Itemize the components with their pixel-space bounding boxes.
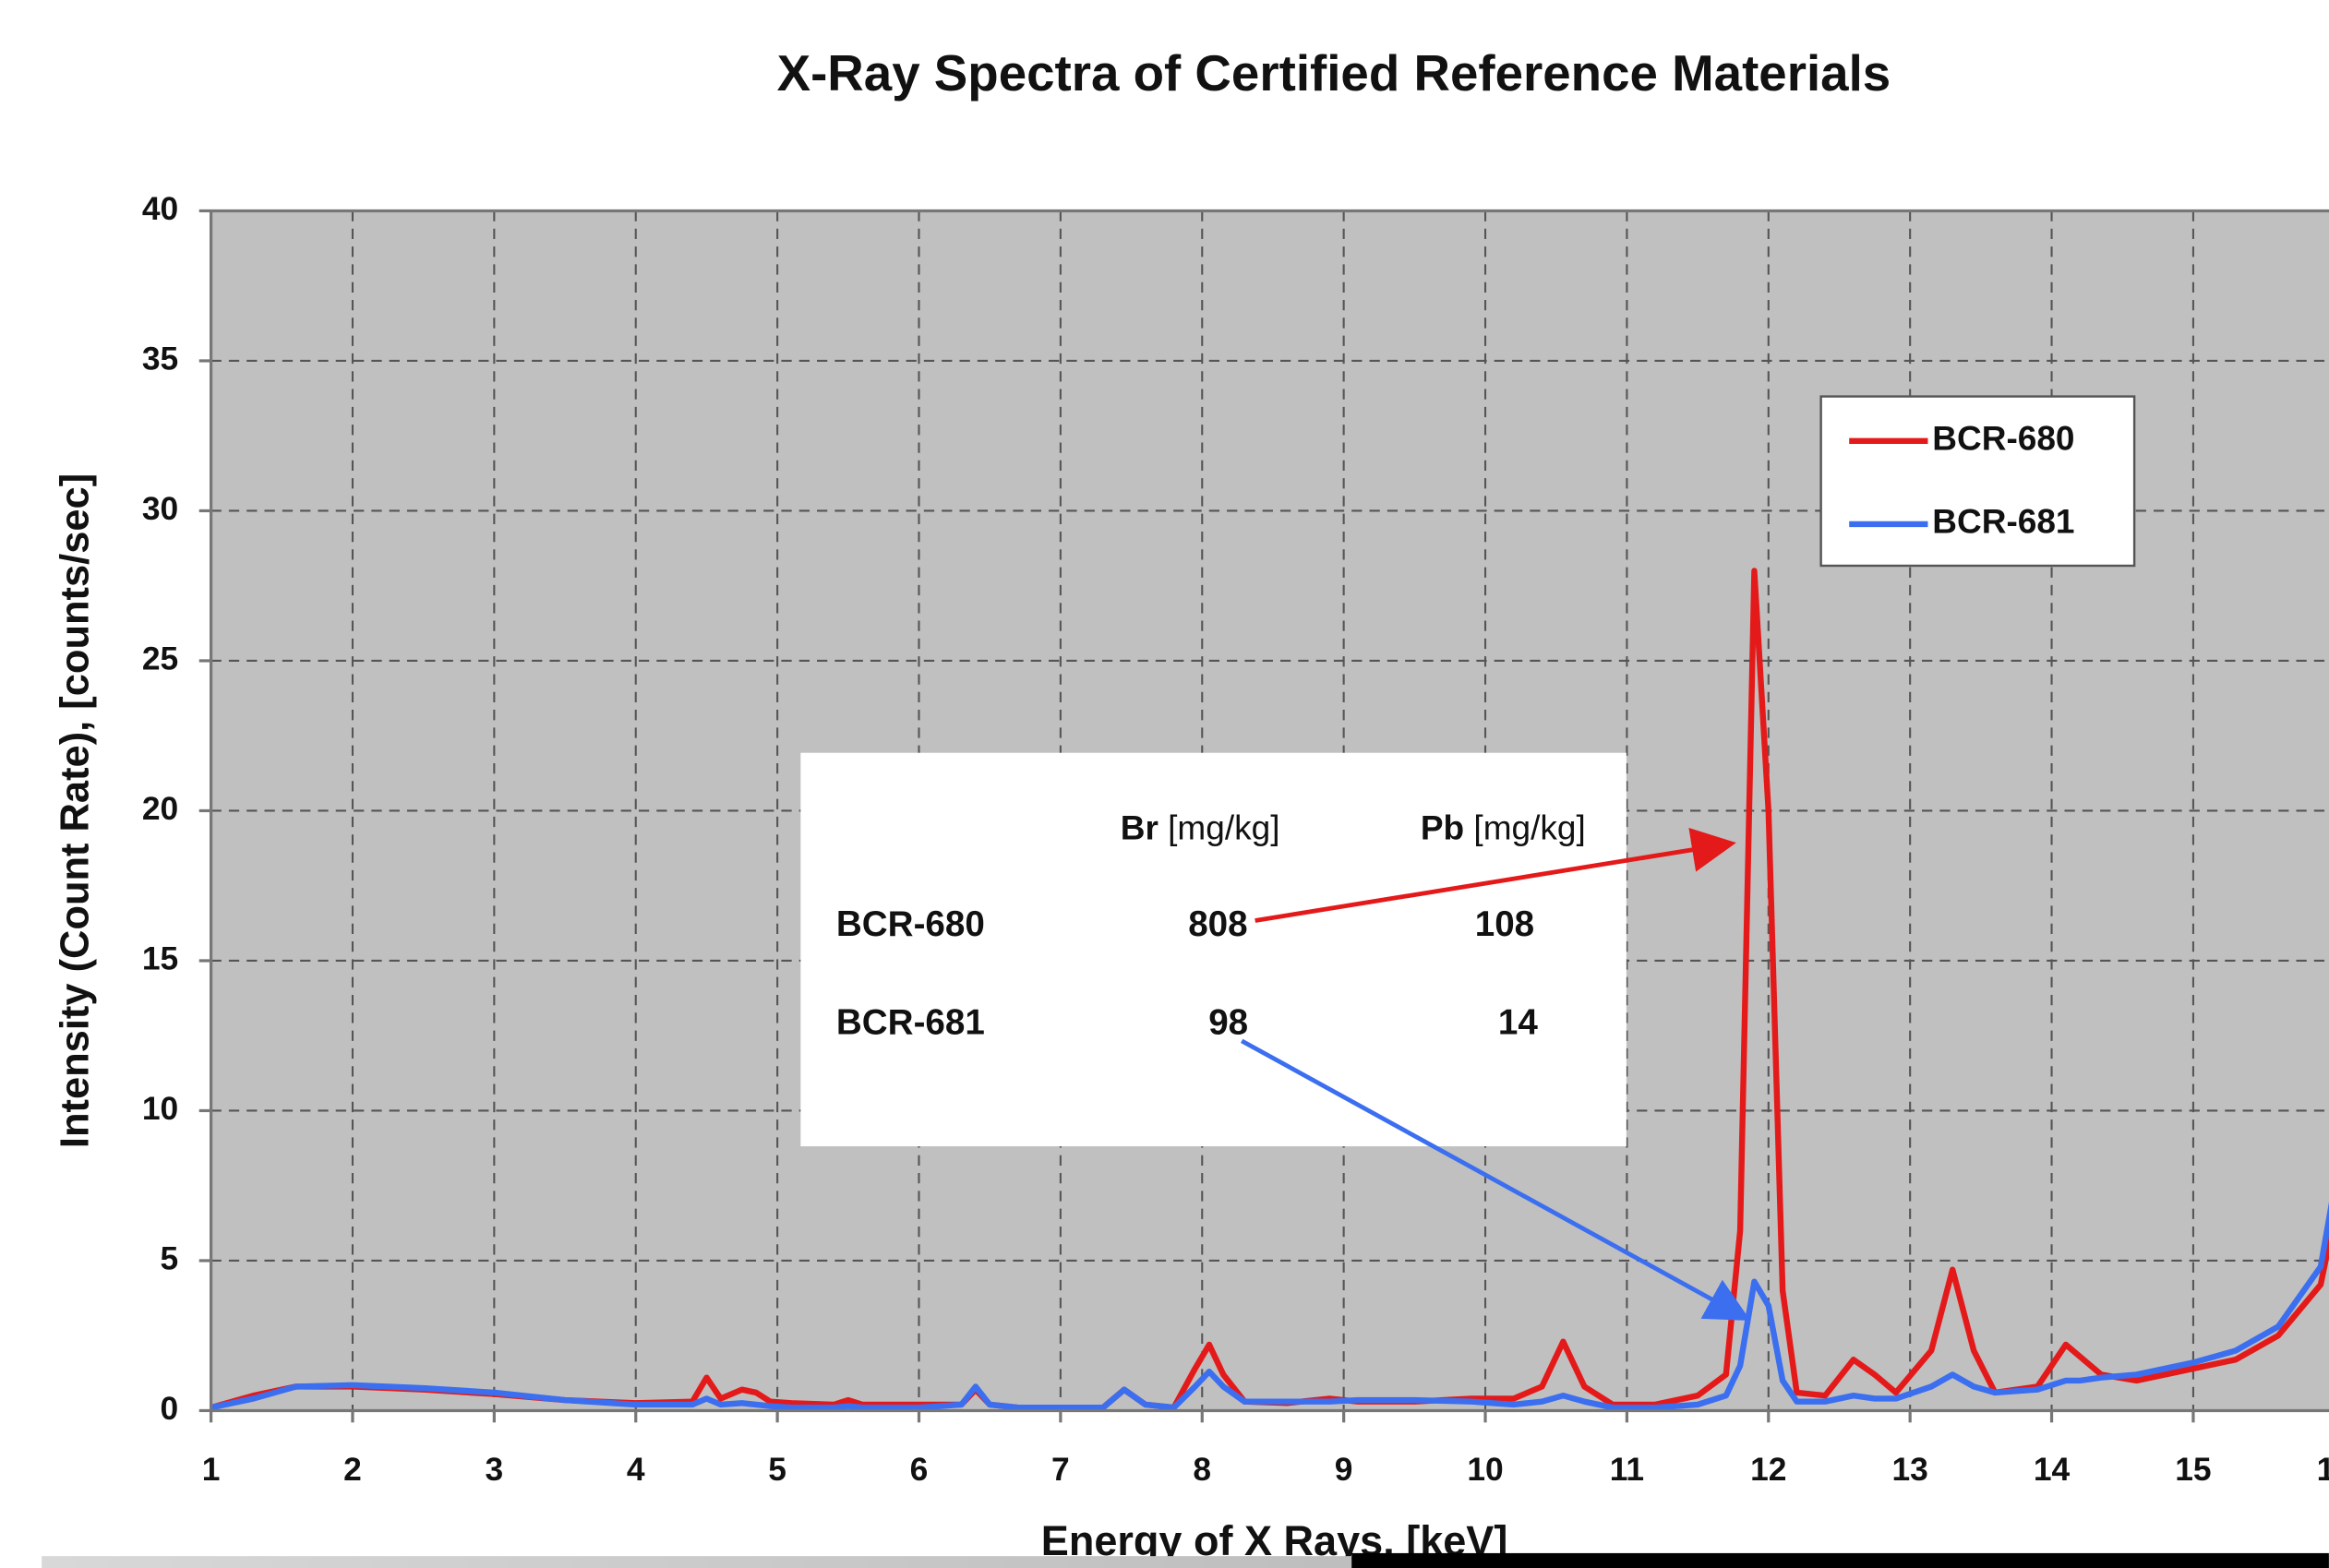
x-tick-label: 11 [1610,1452,1644,1488]
x-tick-label: 16 [2317,1452,2329,1488]
y-tick-label: 30 [142,491,178,527]
header-unit: [mg/kg] [1473,808,1585,846]
x-tick-label: 2 [343,1452,362,1488]
x-tick-label: 5 [768,1452,786,1488]
chart-title: X-Ray Spectra of Certified Reference Mat… [777,44,1891,102]
legend: BCR-680 BCR-681 [1819,395,2136,568]
legend-box [1819,395,2136,568]
table-cell: 108 [1475,904,1534,944]
header-element: Pb [1421,808,1464,846]
table-header: Pb [mg/kg] [1421,808,1586,846]
table-cell: 14 [1498,1002,1538,1042]
y-axis-title: Intensity (Count Rate), [counts/sec] [53,473,97,1148]
inset-box [800,752,1627,1147]
table-cell: BCR-681 [836,1002,985,1042]
table-cell: BCR-680 [836,904,985,944]
table-cell: 808 [1188,904,1247,944]
series-line [210,1202,2329,1411]
x-tick-label: 7 [1051,1452,1070,1488]
table-cell: 98 [1208,1002,1248,1042]
x-tick-label: 4 [627,1452,645,1488]
y-tick-label: 25 [142,640,178,676]
x-tick-label: 13 [1891,1452,1927,1488]
y-tick-label: 0 [161,1391,179,1427]
inset-table: Br [mg/kg] Pb [mg/kg] BCR-680 808 108 BC… [800,752,1627,1147]
screen-strip [1351,1552,2329,1568]
x-tick-label: 14 [2034,1452,2071,1488]
y-tick-label: 35 [142,341,178,377]
x-tick-label: 1 [202,1452,221,1488]
x-tick-label: 8 [1193,1452,1211,1488]
table-header: Br [mg/kg] [1121,808,1280,846]
x-tick-label: 10 [1467,1452,1503,1488]
series-lines [210,568,2329,1411]
y-tick-label: 40 [142,191,178,227]
arrow [1255,827,1736,923]
x-tick-label: 3 [486,1452,504,1488]
header-unit: [mg/kg] [1168,808,1279,846]
y-tick-label: 10 [142,1091,178,1127]
header-element: Br [1121,808,1158,846]
y-tick-label: 20 [142,791,178,827]
legend-label: BCR-680 [1932,420,2074,458]
x-tick-label: 9 [1335,1452,1353,1488]
y-tick-label: 15 [142,940,178,976]
x-tick-label: 6 [910,1452,929,1488]
x-tick-label: 12 [1750,1452,1786,1488]
legend-label: BCR-681 [1932,503,2074,541]
arrow [1240,1038,1751,1322]
y-tick-label: 5 [161,1240,179,1276]
x-tick-label: 15 [2175,1452,2211,1488]
